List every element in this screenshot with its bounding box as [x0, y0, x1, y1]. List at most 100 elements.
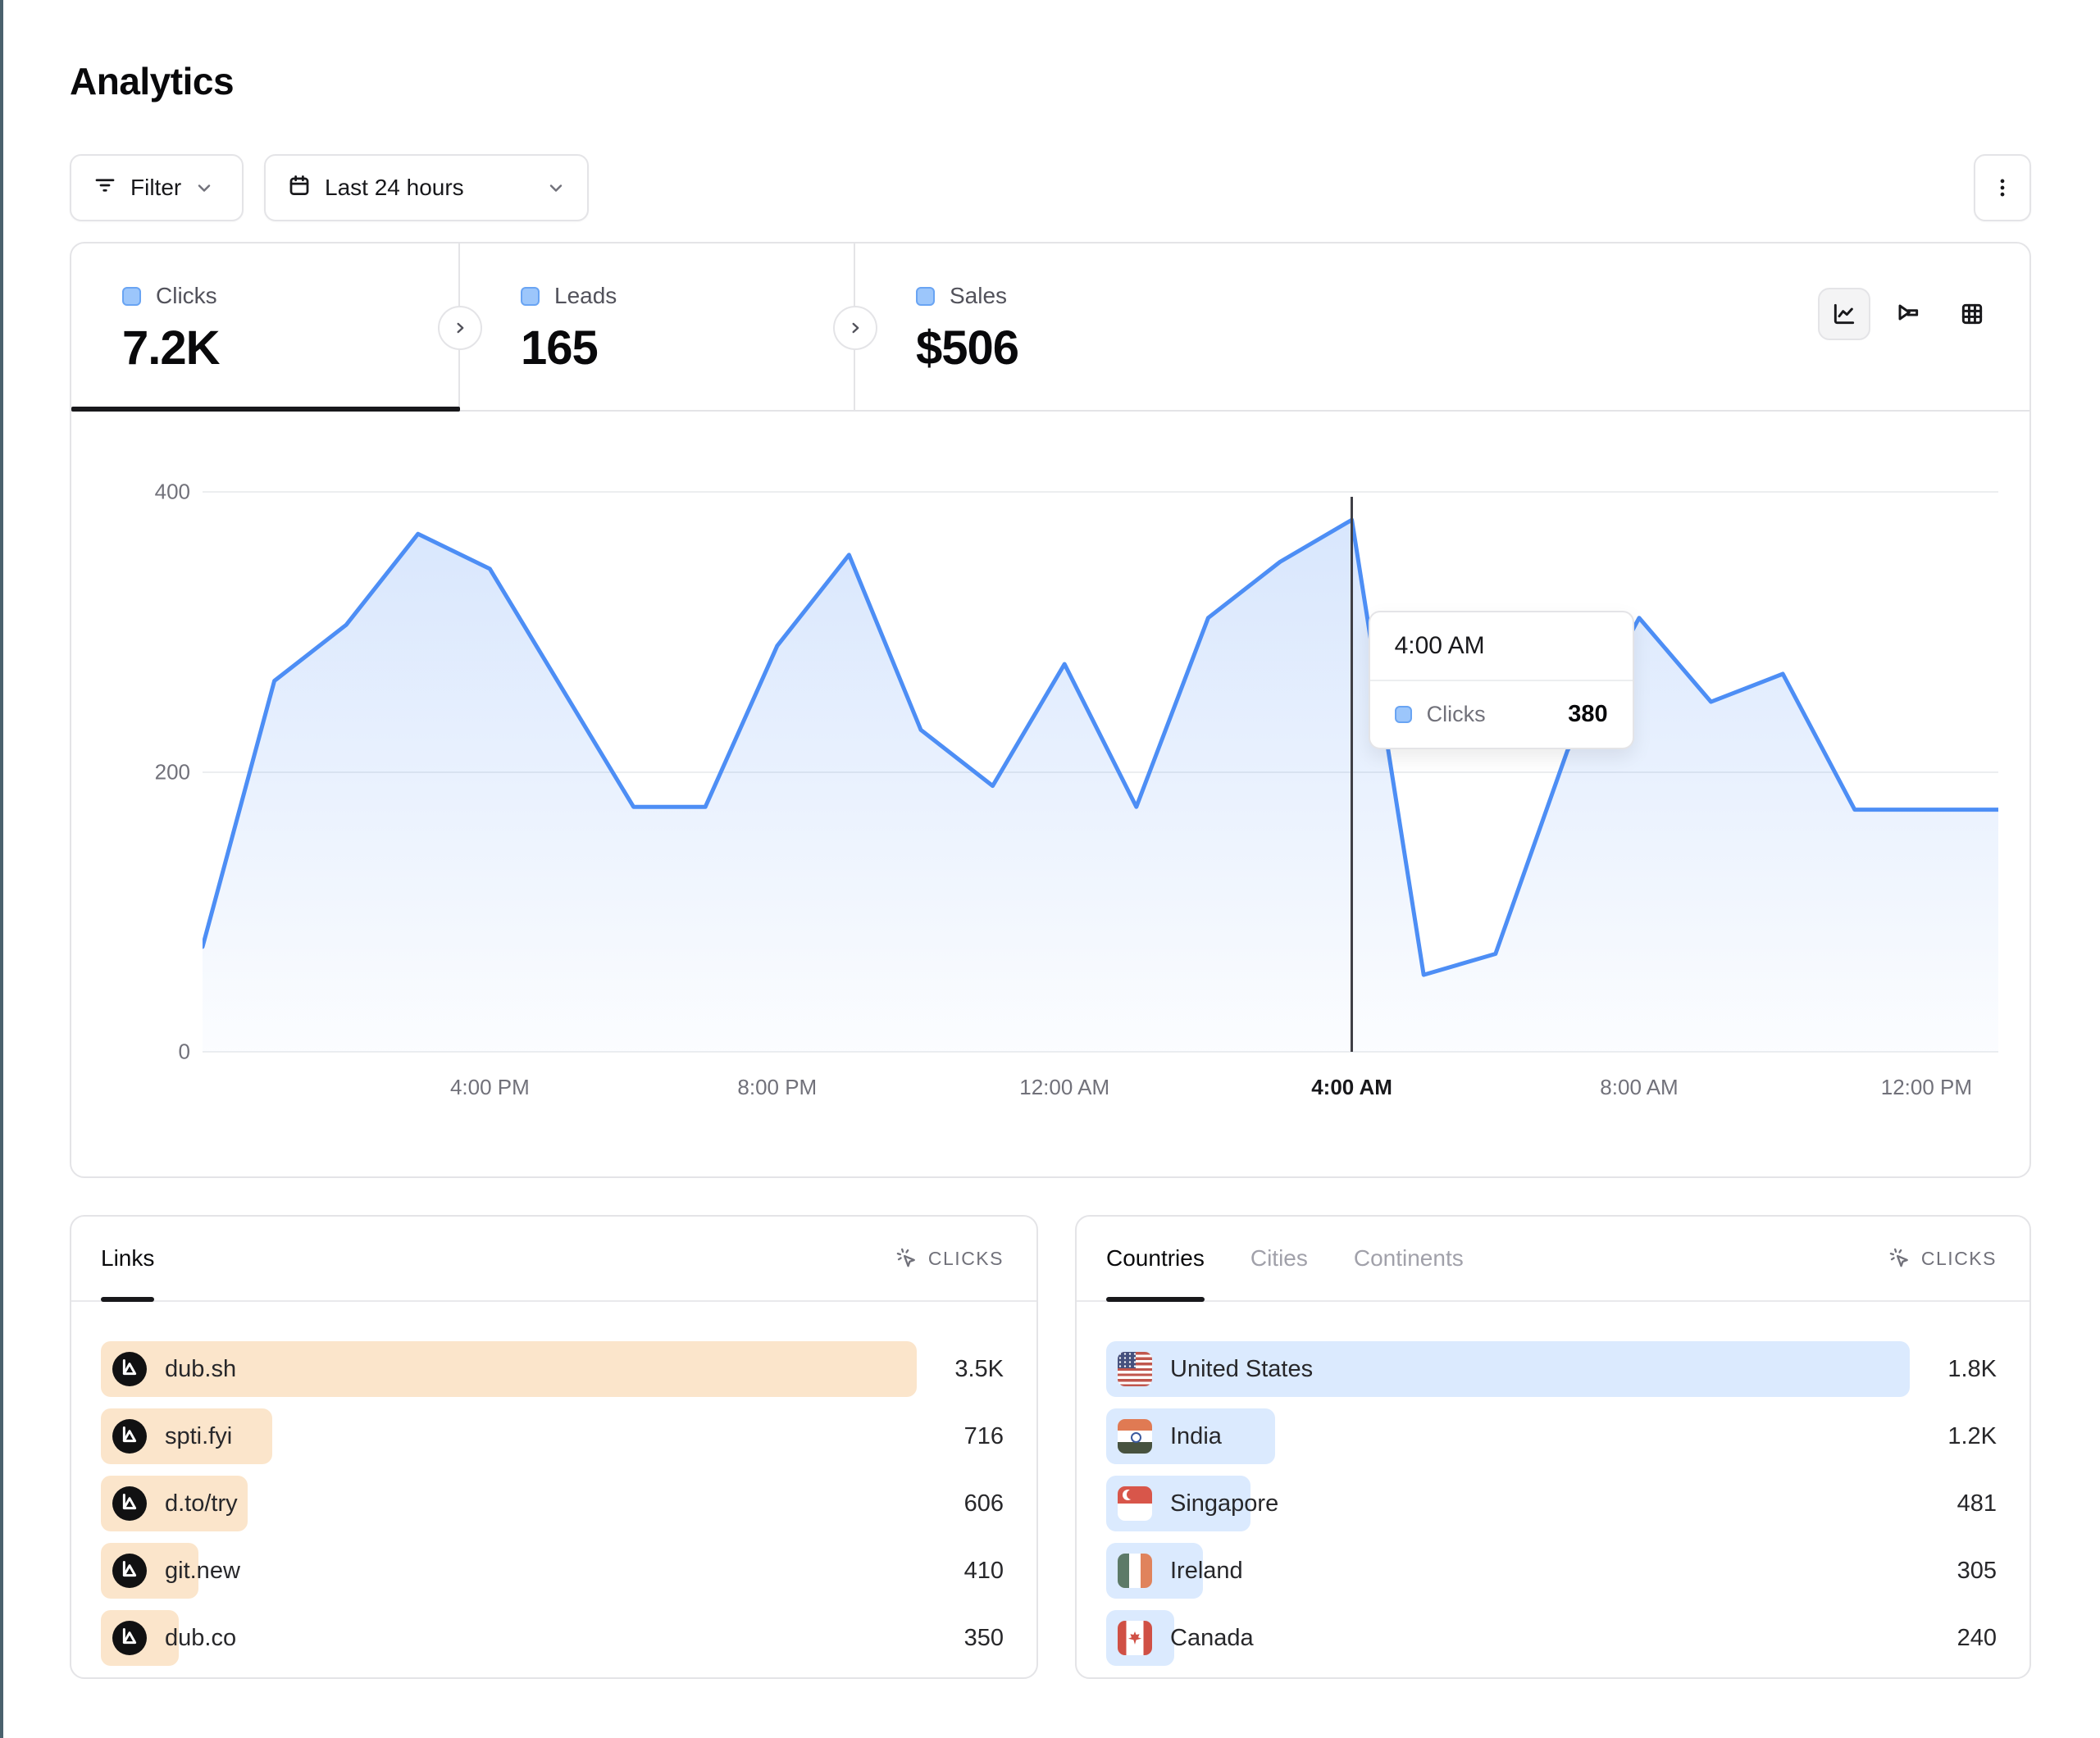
tooltip-time: 4:00 AM [1369, 612, 1633, 681]
stat-label: Sales [950, 283, 1008, 308]
grid-table-icon [1961, 303, 1983, 325]
country-row-value: 1.8K [1947, 1355, 1997, 1382]
x-axis-tick-label: 12:00 AM [1019, 1075, 1110, 1099]
stat-value: $506 [916, 321, 1019, 375]
x-axis-tick-label: 4:00 AM [1311, 1075, 1392, 1099]
filter-icon [93, 173, 117, 203]
country-row[interactable]: India 1.2K [1106, 1408, 1997, 1464]
country-row-label: India [1170, 1422, 1222, 1449]
country-row-bar[interactable] [1106, 1341, 1910, 1397]
link-row-label: d.to/try [165, 1490, 238, 1517]
y-axis-tick-label: 200 [154, 759, 190, 784]
countries-metric-header[interactable]: CLICKS [1888, 1247, 1997, 1270]
tooltip-value: 380 [1568, 701, 1608, 727]
country-row[interactable]: Ireland 305 [1106, 1543, 1997, 1599]
area-fill [203, 520, 1998, 1052]
chevron-right-icon [457, 322, 464, 334]
dub-logo-icon [112, 1621, 147, 1655]
link-row[interactable]: spti.fyi 716 [101, 1408, 1004, 1464]
chart-crosshair [1351, 497, 1354, 1052]
stat-value: 7.2K [122, 321, 221, 375]
links-metric-header[interactable]: CLICKS [895, 1247, 1004, 1270]
flag-us-icon [1118, 1352, 1152, 1386]
tab-links[interactable]: Links [101, 1217, 155, 1302]
x-axis-tick-label: 12:00 PM [1880, 1075, 1973, 1099]
country-row[interactable]: United States 1.8K [1106, 1341, 1997, 1397]
cursor-click-icon [896, 1248, 915, 1267]
area-chart-plot[interactable] [203, 492, 1998, 1052]
chart-view-toggles [1818, 288, 1998, 340]
links-panel-header: Links CLICKS [71, 1217, 1036, 1302]
active-tab-indicator [71, 407, 460, 412]
date-range-button[interactable]: Last 24 hours [264, 154, 589, 221]
line-chart-icon [1834, 303, 1855, 325]
tooltip-series: Clicks [1426, 702, 1486, 726]
link-row[interactable]: git.new 410 [101, 1543, 1004, 1599]
chevron-down-icon [549, 184, 563, 192]
link-row-label: git.new [165, 1557, 240, 1584]
link-row[interactable]: d.to/try 606 [101, 1476, 1004, 1531]
country-row-value: 305 [1957, 1557, 1997, 1584]
link-row-label: dub.co [165, 1624, 237, 1651]
country-row[interactable]: Canada 240 [1106, 1610, 1997, 1666]
expand-leads-button[interactable] [833, 306, 877, 350]
y-axis-tick-label: 0 [178, 1039, 190, 1064]
dub-logo-icon [112, 1419, 147, 1454]
country-row[interactable]: Singapore 481 [1106, 1476, 1997, 1531]
clicks-timeseries-chart[interactable]: 0 200 400 4:00 PM 8:00 PM 12:00 AM 4:00 AM 8:0… [71, 412, 2029, 1174]
country-row-value: 481 [1957, 1490, 1997, 1517]
table-view-button[interactable] [1946, 288, 1998, 340]
more-options-button[interactable] [1974, 154, 2031, 221]
link-row-value: 716 [963, 1422, 1004, 1449]
country-row-label: Singapore [1170, 1490, 1279, 1517]
funnel-view-button[interactable] [1882, 288, 1934, 340]
link-row-bar[interactable] [101, 1341, 917, 1397]
calendar-icon [287, 173, 312, 203]
link-row-label: dub.sh [165, 1355, 237, 1382]
country-row-label: United States [1170, 1355, 1314, 1382]
metric-label: CLICKS [1920, 1247, 1997, 1269]
country-row-value: 1.2K [1947, 1422, 1997, 1449]
date-range-label: Last 24 hours [325, 175, 464, 200]
clicks-legend-icon [1394, 706, 1412, 723]
countries-list: United States 1.8K India 1.2K Singapore … [1077, 1302, 2029, 1666]
expand-clicks-button[interactable] [438, 306, 482, 350]
stats-tabs-row: Clicks 7.2K Leads 165 Sales $506 [71, 243, 2029, 412]
link-row[interactable]: dub.co 350 [101, 1610, 1004, 1666]
country-row-label: Canada [1170, 1624, 1254, 1651]
link-row[interactable]: dub.sh 3.5K [101, 1341, 1004, 1397]
dub-logo-icon [112, 1554, 147, 1588]
tab-sales[interactable]: Sales $506 [855, 243, 1249, 412]
stat-label: Clicks [156, 283, 217, 308]
flag-sg-icon [1118, 1486, 1152, 1521]
link-row-value: 3.5K [954, 1355, 1004, 1382]
countries-panel-header: Countries Cities Continents CLICKS [1077, 1217, 2029, 1302]
link-row-value: 350 [963, 1624, 1004, 1651]
dub-logo-icon [112, 1486, 147, 1521]
stat-value: 165 [521, 321, 599, 375]
clicks-legend-icon [122, 286, 141, 306]
clicks-line [203, 517, 1998, 977]
dub-logo-icon [112, 1352, 147, 1386]
tab-countries[interactable]: Countries [1106, 1217, 1205, 1302]
x-axis-tick-label: 8:00 AM [1600, 1075, 1679, 1099]
tab-clicks[interactable]: Clicks 7.2K [71, 243, 460, 412]
y-gridline [203, 1051, 1998, 1053]
funnel-icon [1898, 304, 1919, 321]
link-row-value: 410 [963, 1557, 1004, 1584]
filter-button[interactable]: Filter [70, 154, 244, 221]
stat-label: Leads [554, 283, 617, 308]
tab-continents[interactable]: Continents [1353, 1245, 1464, 1271]
tab-leads[interactable]: Leads 165 [460, 243, 855, 412]
country-row-value: 240 [1957, 1624, 1997, 1651]
chevron-down-icon [198, 184, 211, 192]
chart-tooltip: 4:00 AM Clicks 380 [1368, 611, 1634, 749]
countries-panel: Countries Cities Continents CLICKS Unite… [1075, 1215, 2031, 1679]
link-row-value: 606 [963, 1490, 1004, 1517]
chevron-right-icon [852, 322, 859, 334]
link-row-label: spti.fyi [165, 1422, 233, 1449]
analytics-card: Clicks 7.2K Leads 165 Sales $506 [70, 242, 2031, 1178]
tab-cities[interactable]: Cities [1250, 1245, 1308, 1271]
line-chart-view-button[interactable] [1818, 288, 1870, 340]
